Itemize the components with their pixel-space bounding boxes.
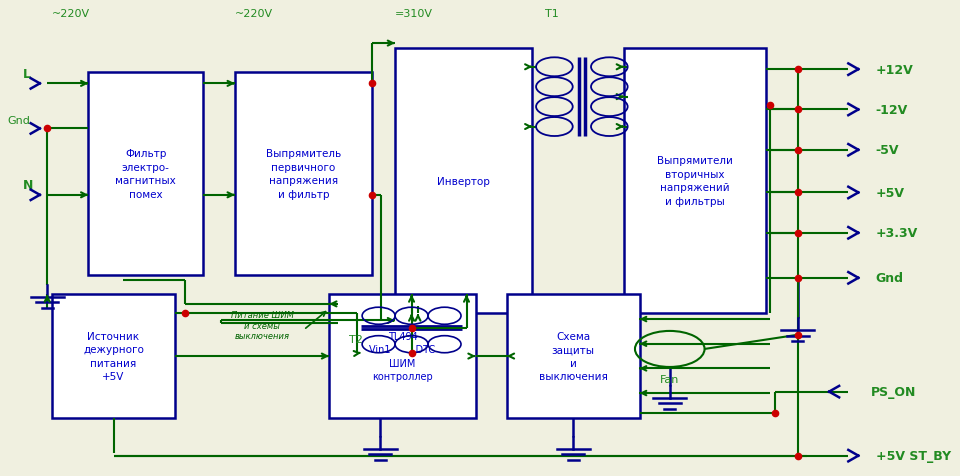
Bar [624, 49, 766, 314]
Text: +5V ST_BY: +5V ST_BY [876, 449, 951, 462]
Text: T1: T1 [545, 9, 559, 19]
Text: Схема
защиты
и
выключения: Схема защиты и выключения [539, 331, 608, 382]
Text: Источник
дежурного
питания
+5V: Источник дежурного питания +5V [84, 331, 144, 382]
Text: ~220V: ~220V [52, 9, 90, 19]
Text: T2: T2 [349, 335, 363, 345]
Text: TL494
Vin1        DTC
ШИМ
контроллер: TL494 Vin1 DTC ШИМ контроллер [370, 331, 436, 382]
Text: PS_ON: PS_ON [871, 385, 917, 398]
Bar [329, 295, 475, 418]
Text: N: N [22, 178, 33, 192]
Text: Gnd: Gnd [876, 272, 903, 285]
Text: Выпрямитель
первичного
напряжения
и фильтр: Выпрямитель первичного напряжения и филь… [266, 149, 341, 199]
Text: Fan: Fan [660, 374, 680, 384]
Bar [507, 295, 639, 418]
Text: L: L [22, 68, 31, 80]
Text: Инвертор: Инвертор [438, 176, 491, 186]
Text: +12V: +12V [876, 63, 914, 77]
Text: +3.3V: +3.3V [876, 227, 918, 240]
Text: Gnd: Gnd [7, 115, 30, 125]
Text: Выпрямители
вторичных
напряжений
и фильтры: Выпрямители вторичных напряжений и фильт… [657, 156, 732, 207]
Text: -12V: -12V [876, 104, 908, 117]
Text: +5V: +5V [876, 187, 904, 199]
Bar [396, 49, 533, 314]
Bar [88, 72, 203, 276]
Bar [235, 72, 372, 276]
Text: =310V: =310V [396, 9, 433, 19]
Text: Питание ШИМ
и схемы
выключения: Питание ШИМ и схемы выключения [230, 311, 294, 340]
Bar [52, 295, 176, 418]
Text: Фильтр
электро-
магнитных
помех: Фильтр электро- магнитных помех [115, 149, 176, 199]
Text: ~220V: ~220V [235, 9, 273, 19]
Text: -5V: -5V [876, 144, 900, 157]
